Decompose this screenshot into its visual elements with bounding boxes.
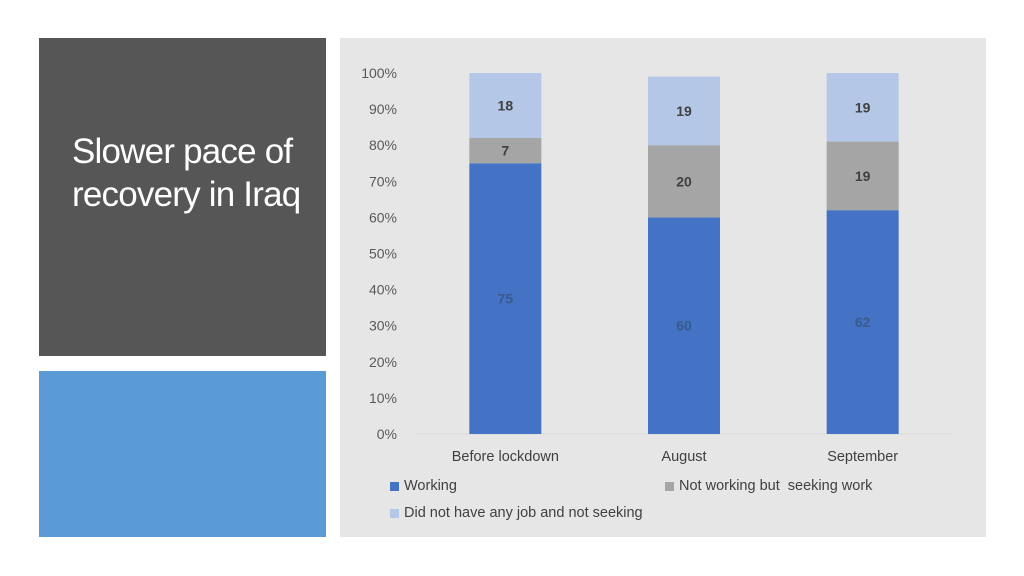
y-tick-label: 80% (369, 137, 397, 153)
data-label: 7 (501, 143, 509, 159)
data-label: 18 (498, 97, 514, 113)
y-tick-label: 40% (369, 282, 397, 298)
legend-item: Not working but seeking work (665, 478, 872, 494)
legend-item: Working (390, 478, 457, 494)
y-tick-label: 100% (361, 65, 397, 81)
chart-panel: 0% 10% 20% 30% 40% 50% 60% 70% 80% 90% 100% 75 7 18 Be… (340, 38, 986, 537)
data-label: 19 (676, 103, 692, 119)
y-tick-label: 90% (369, 101, 397, 117)
bar-segment (826, 73, 899, 142)
accent-panel (39, 371, 326, 537)
bar-segment (826, 141, 899, 211)
y-tick-label: 0% (377, 426, 397, 442)
legend-swatch (665, 481, 674, 491)
data-label: 19 (855, 168, 871, 184)
x-tick-label: Before lockdown (452, 449, 559, 465)
data-label: 62 (855, 314, 871, 330)
stacked-bar-chart: 0% 10% 20% 30% 40% 50% 60% 70% 80% 90% 100% 75 7 18 Be… (361, 65, 952, 465)
bar-segment (648, 217, 720, 434)
data-label: 19 (855, 99, 871, 115)
y-tick-label: 50% (369, 246, 397, 262)
bar-segment (469, 73, 542, 138)
y-tick-label: 10% (369, 390, 397, 406)
y-tick-label: 20% (369, 354, 397, 370)
bar-segment (469, 163, 542, 434)
legend-swatch (390, 481, 399, 491)
data-label: 20 (676, 173, 692, 189)
legend-label: Working (404, 478, 457, 494)
legend-item: Did not have any job and not seeking (390, 505, 643, 521)
bar-segment (648, 76, 720, 146)
bar-segment (826, 210, 899, 434)
y-tick-label: 30% (369, 318, 397, 334)
x-tick-label: September (827, 449, 898, 465)
data-label: 60 (676, 318, 692, 334)
legend-label: Did not have any job and not seeking (404, 505, 643, 521)
y-tick-label: 70% (369, 173, 397, 189)
legend-swatch (390, 508, 399, 518)
bar-segment (648, 145, 720, 218)
legend-label: Not working but seeking work (679, 478, 873, 494)
bar-segment (469, 137, 542, 164)
x-tick-label: August (661, 449, 706, 465)
title-panel: Slower pace of recovery in Iraq (39, 38, 326, 356)
data-label: 75 (498, 291, 514, 307)
y-tick-label: 60% (369, 209, 397, 225)
slide-title: Slower pace of recovery in Iraq (72, 132, 301, 214)
